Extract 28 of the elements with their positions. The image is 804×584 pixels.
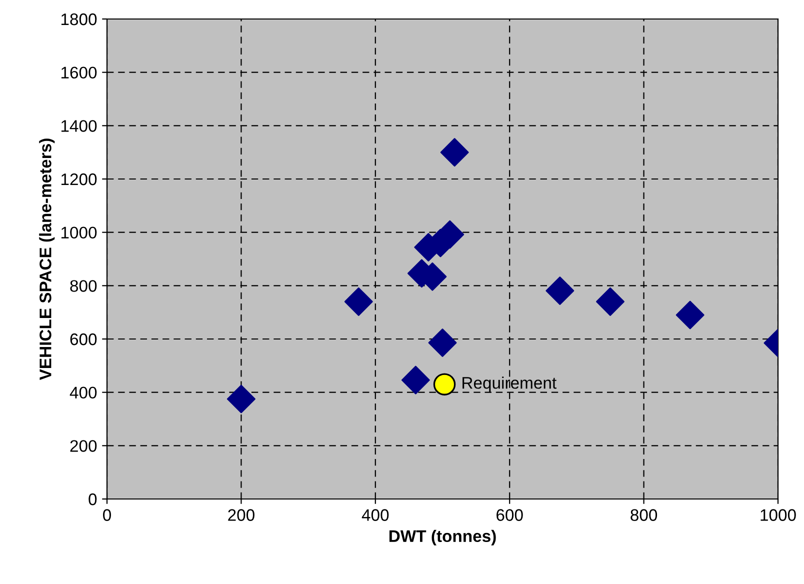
- point: [344, 287, 373, 316]
- x-tick-label: 1000: [760, 509, 796, 521]
- x-tick-label: 0: [103, 509, 111, 521]
- y-tick-label: 1200: [61, 173, 97, 186]
- series-label: Requirement: [462, 376, 556, 392]
- y-tick-label: 600: [70, 333, 97, 346]
- x-axis-title: DWT (tonnes): [389, 530, 496, 546]
- y-tick-label: 200: [70, 440, 97, 452]
- y-tick-label: 800: [70, 280, 97, 292]
- point: [440, 138, 469, 167]
- point: [676, 300, 704, 330]
- x-tick-label: 400: [362, 509, 389, 521]
- y-tick-label: 400: [70, 386, 97, 399]
- x-tick-label: 200: [228, 509, 254, 521]
- x-tick-label: 800: [630, 509, 658, 521]
- y-tick-label: 1800: [61, 13, 97, 26]
- y-tick-label: 1400: [61, 120, 97, 132]
- point: [428, 328, 457, 357]
- point: [226, 384, 256, 414]
- y-tick-label: 1600: [61, 66, 97, 79]
- y-axis-title: VEHICLE SPACE (lane-meters): [39, 138, 55, 380]
- y-tick-label: 0: [88, 493, 97, 506]
- point: [433, 373, 456, 396]
- point: [596, 287, 624, 316]
- point: [546, 276, 574, 305]
- point: [401, 366, 430, 394]
- y-tick-label: 1000: [61, 226, 97, 239]
- x-tick-label: 600: [496, 509, 523, 521]
